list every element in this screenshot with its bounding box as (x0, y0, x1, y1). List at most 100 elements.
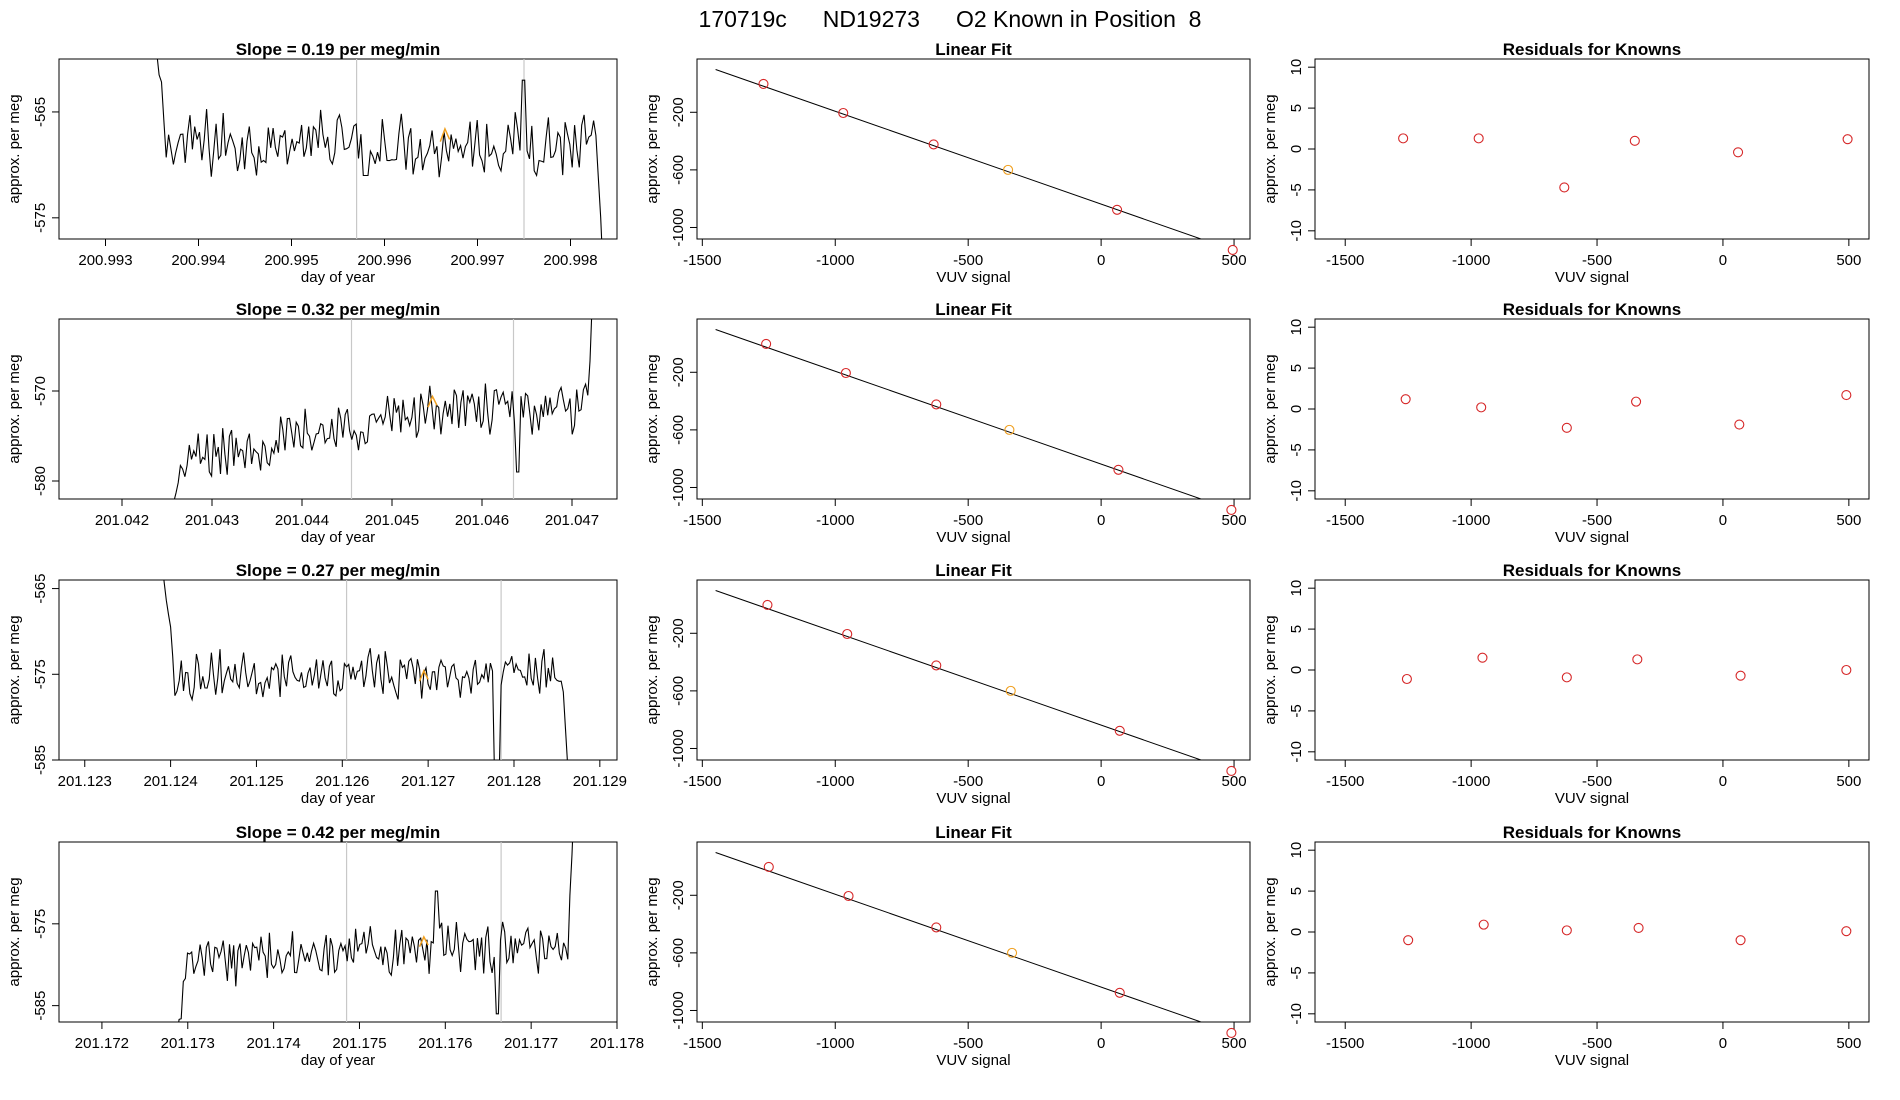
data-point (1226, 504, 1237, 515)
y-tick-label: -1000 (670, 729, 687, 767)
data-point (1559, 182, 1570, 193)
data-point (842, 628, 853, 640)
x-tick-label: -500 (1582, 1035, 1612, 1052)
x-tick-label: 500 (1836, 512, 1861, 529)
y-tick-label: -1000 (670, 991, 687, 1029)
x-tick-label: 201.043 (185, 512, 239, 529)
chart-panel: Residuals for Knowns -1500 -1000 -500 0 500 VU… (1262, 300, 1870, 546)
data-point (1633, 922, 1644, 933)
y-tick-label: 5 (1288, 104, 1305, 112)
data-point (931, 922, 942, 933)
data-point (1112, 204, 1123, 215)
data-point (1561, 422, 1572, 433)
plot-frame (1314, 318, 1870, 500)
series-line (163, 580, 568, 760)
plot-frame (696, 318, 1251, 500)
chart-title: Slope = 0.32 per meg/min (236, 300, 441, 319)
data-point (1735, 935, 1746, 946)
data-point (931, 399, 942, 410)
plot-area (715, 852, 1203, 1022)
plot-area (173, 319, 593, 499)
y-axis-label: approx. per meg (6, 94, 23, 203)
data-point (1226, 1027, 1237, 1038)
y-tick-label: -575 (32, 659, 49, 689)
y-tick-label: -1000 (670, 468, 687, 506)
chart-panel: Slope = 0.27 per meg/min 201.123 201.124 20… (6, 561, 627, 807)
chart-panel: Linear Fit -1500 -1000 -500 0 500 VUV signal -2… (644, 561, 1251, 807)
series-line (156, 59, 603, 239)
highlight-segment (439, 126, 451, 142)
x-tick-label: 201.124 (143, 773, 197, 790)
fit-line (715, 590, 1203, 760)
data-point (1007, 947, 1018, 958)
y-tick-label: -585 (32, 745, 49, 775)
x-tick-label: -1500 (1326, 773, 1364, 790)
y-tick-label: 0 (1288, 928, 1305, 936)
data-point (1114, 725, 1125, 736)
y-tick-label: -5 (1288, 443, 1305, 456)
data-point (843, 890, 854, 902)
chart-title: Residuals for Knowns (1503, 300, 1682, 319)
data-point (1004, 424, 1015, 435)
chart-title: Linear Fit (935, 300, 1012, 319)
y-axis-label: approx. per meg (644, 615, 661, 724)
fit-line (715, 852, 1203, 1022)
data-point (1005, 685, 1016, 696)
page-title: 170719c ND19273 O2 Known in Position 8 (0, 6, 1900, 33)
chart-panel: Residuals for Knowns -1500 -1000 -500 0 500 VU… (1262, 823, 1870, 1069)
x-tick-label: 0 (1097, 512, 1105, 529)
x-tick-label: -500 (953, 512, 983, 529)
y-axis-label: approx. per meg (644, 354, 661, 463)
y-tick-label: 10 (1288, 59, 1305, 76)
x-tick-label: -1500 (1326, 512, 1364, 529)
y-tick-label: -200 (670, 357, 687, 387)
x-tick-label: 200.996 (357, 252, 411, 269)
x-axis-label: day of year (301, 1052, 375, 1069)
y-tick-label: -5 (1288, 183, 1305, 196)
x-axis-label: VUV signal (1555, 790, 1629, 807)
fit-line (715, 69, 1203, 239)
x-tick-label: 201.044 (275, 512, 329, 529)
data-point (1561, 672, 1572, 683)
x-tick-label: 201.126 (315, 773, 369, 790)
data-point (840, 367, 851, 379)
chart-title: Slope = 0.42 per meg/min (236, 823, 441, 842)
x-tick-label: 201.176 (418, 1035, 472, 1052)
fit-line (715, 329, 1203, 499)
x-tick-label: 201.175 (332, 1035, 386, 1052)
y-tick-label: 5 (1288, 887, 1305, 895)
y-tick-label: -10 (1288, 1003, 1305, 1025)
x-tick-label: -1000 (1452, 252, 1490, 269)
x-axis-label: VUV signal (936, 269, 1010, 286)
plot-frame (58, 58, 618, 240)
plot-frame (1314, 58, 1870, 240)
data-point (1473, 133, 1484, 144)
chart-panel: Linear Fit -1500 -1000 -500 0 500 VUV signal -2… (644, 823, 1251, 1069)
x-tick-label: 500 (1836, 252, 1861, 269)
known-position-label: O2 Known in Position 8 (955, 6, 1202, 32)
chart-title: Residuals for Knowns (1503, 823, 1682, 842)
x-axis-label: VUV signal (936, 1052, 1010, 1069)
highlight-segment (418, 669, 429, 682)
data-point (928, 139, 939, 150)
chart-title: Linear Fit (935, 40, 1012, 59)
plot-frame (58, 579, 618, 761)
x-tick-label: 201.045 (365, 512, 419, 529)
data-point (1632, 654, 1643, 665)
series-line (173, 319, 593, 499)
x-tick-label: 500 (1836, 773, 1861, 790)
y-tick-label: 0 (1288, 666, 1305, 674)
y-axis-label: approx. per meg (1262, 94, 1279, 203)
y-tick-label: -600 (670, 938, 687, 968)
data-point (761, 338, 772, 349)
x-tick-label: -1000 (816, 1035, 854, 1052)
data-point (1842, 134, 1853, 145)
chart-panel: Linear Fit -1500 -1000 -500 0 500 VUV signal -2… (644, 300, 1251, 546)
y-tick-label: 0 (1288, 145, 1305, 153)
data-point (1114, 987, 1125, 998)
y-tick-label: -200 (670, 97, 687, 127)
plot-area (715, 590, 1203, 760)
plot-area (178, 842, 574, 1022)
data-point (1403, 935, 1414, 946)
chart-title: Residuals for Knowns (1503, 561, 1682, 580)
